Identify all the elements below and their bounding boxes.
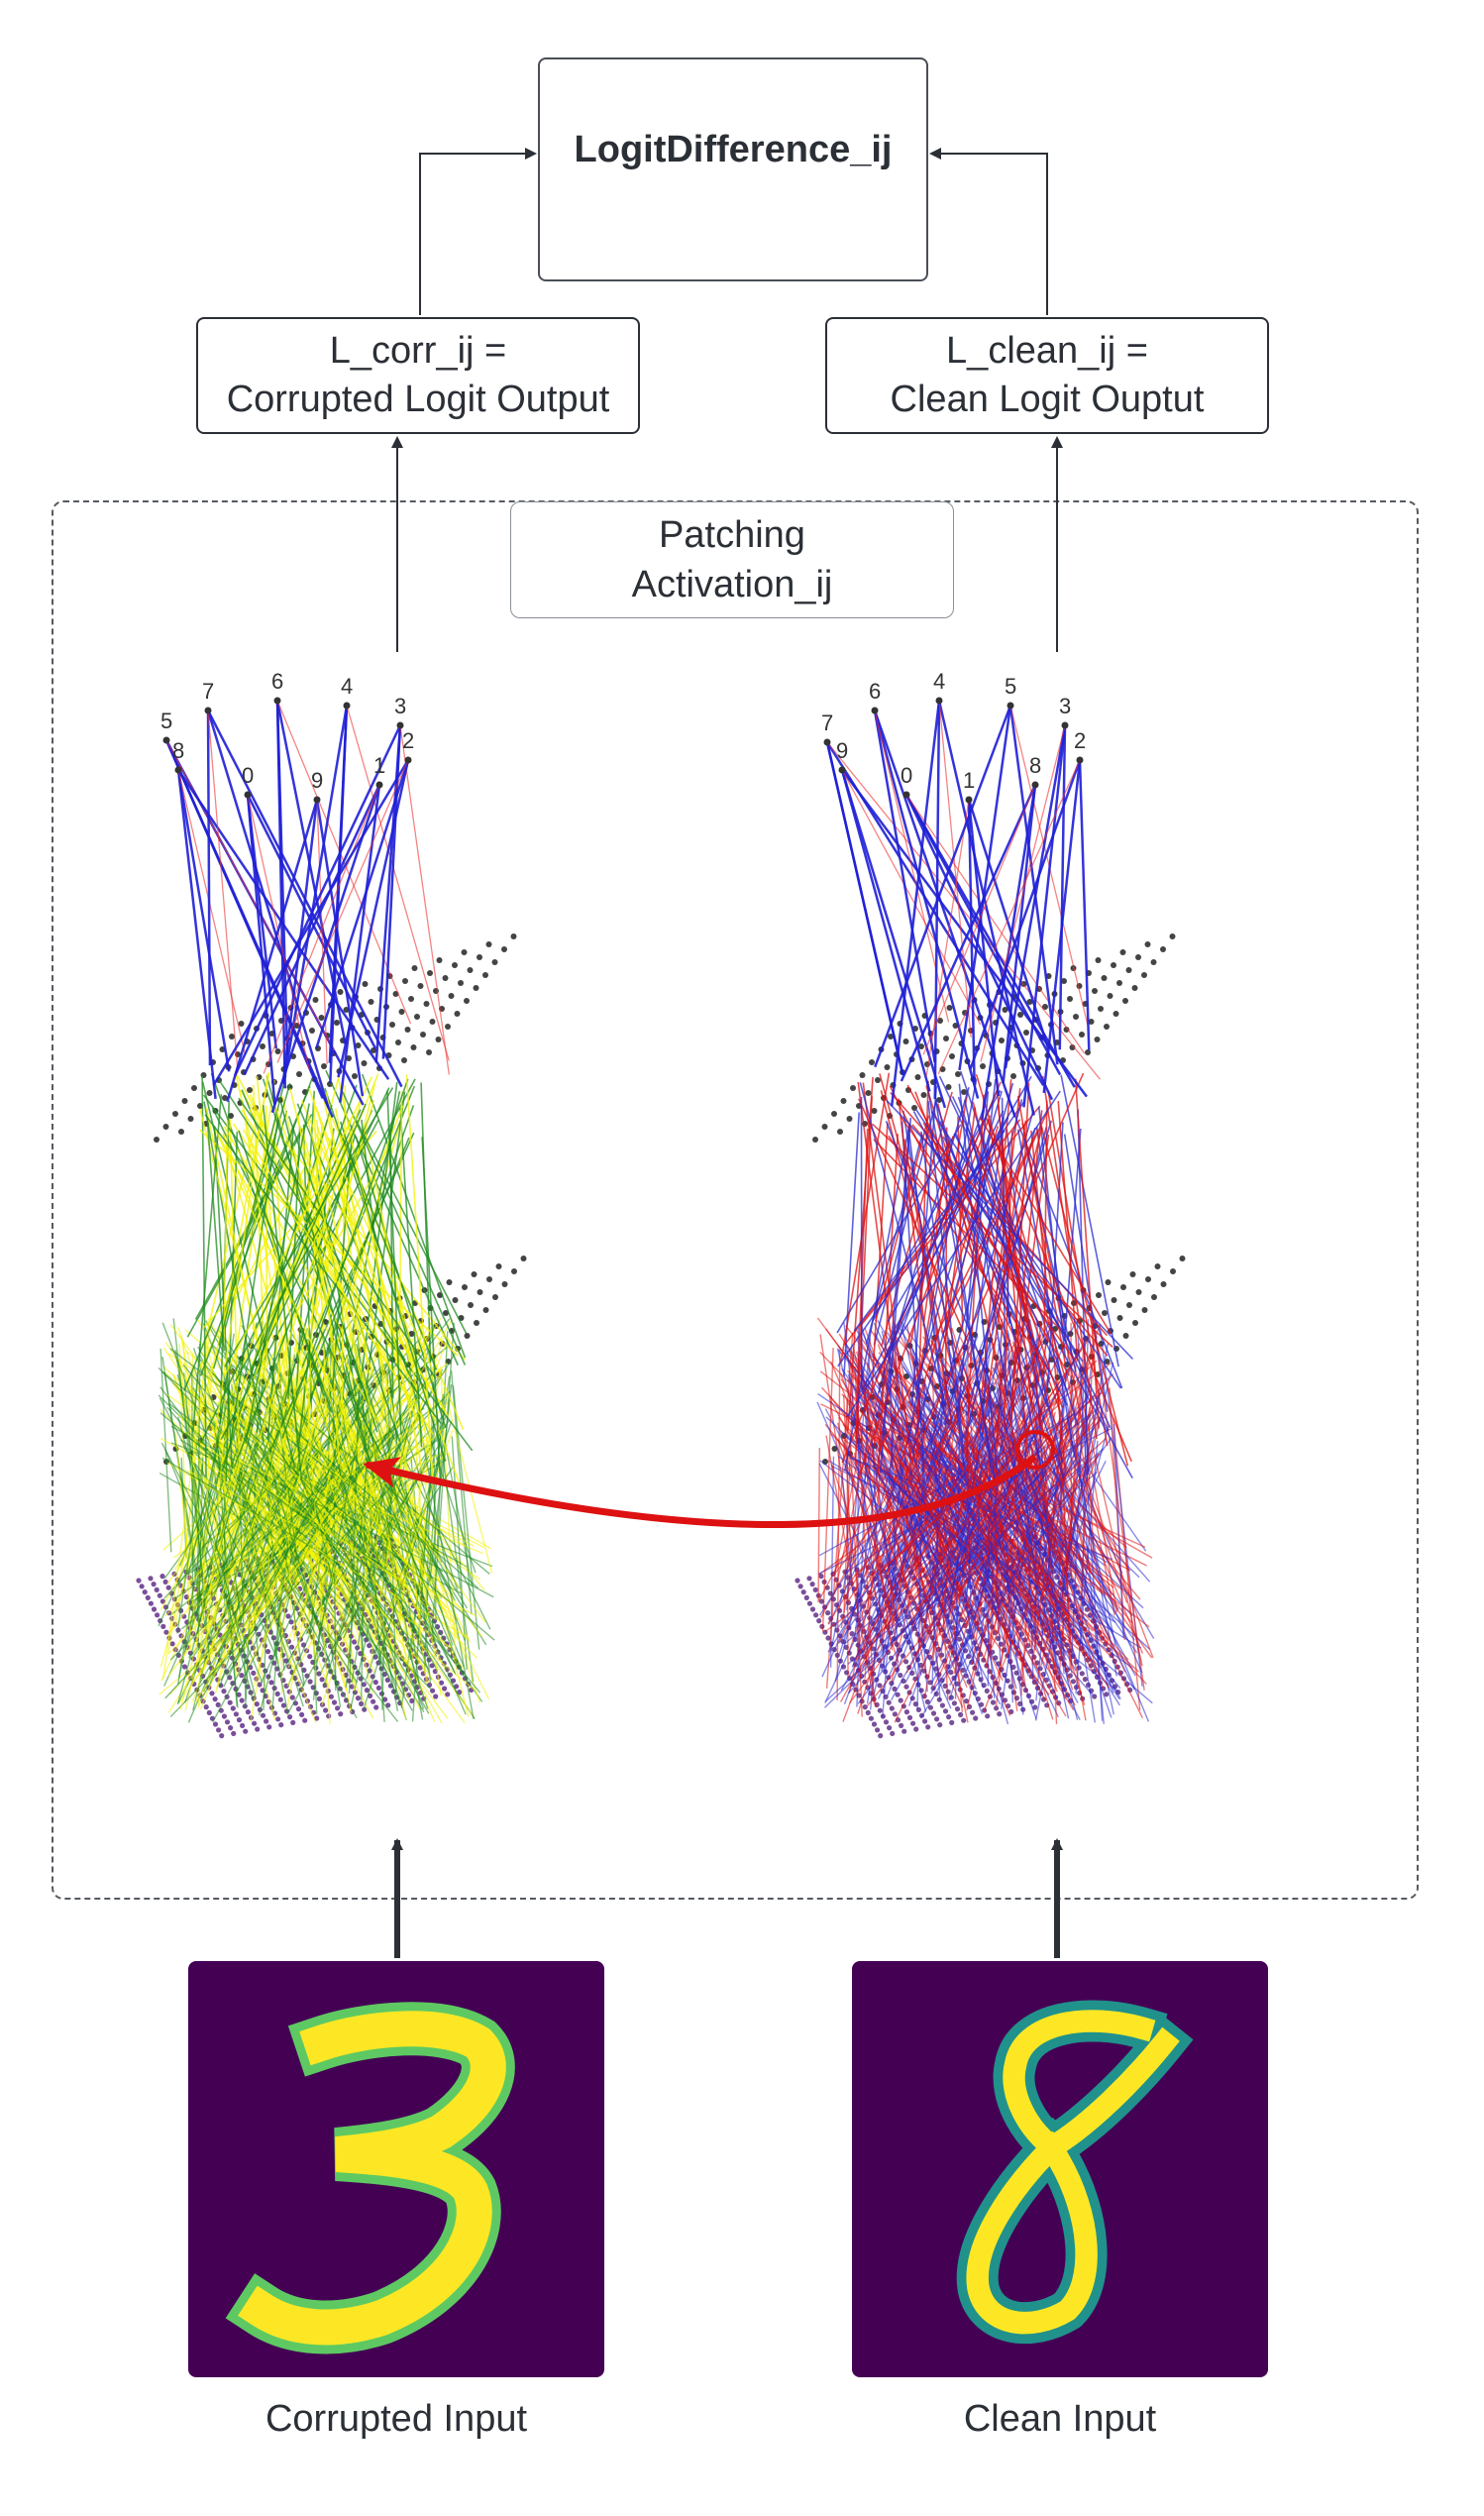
output-label-1: 1 [373, 753, 385, 778]
output-label-2: 2 [1074, 728, 1086, 753]
network-edges [158, 1069, 495, 1724]
output-label-7: 7 [821, 711, 833, 735]
corrupted-input-caption: Corrupted Input [265, 2398, 528, 2440]
output-label-8: 8 [1029, 753, 1041, 778]
output-label-3: 3 [394, 694, 406, 718]
output-edges [162, 697, 450, 1118]
output-label-4: 4 [933, 669, 945, 694]
clean-network: 79 6 0 4 1 5 8 32 [795, 669, 1186, 1739]
output-label-0: 0 [901, 763, 912, 788]
patched-neuron-marker [1015, 1430, 1055, 1470]
patch-activation-arrow [363, 1454, 1038, 1529]
corr-to-logit-arrow [419, 148, 537, 315]
clean-logit-box: L_clean_ij = Clean Logit Ouptut [825, 317, 1269, 434]
output-edges [823, 697, 1101, 1121]
output-labels: 79 6 0 4 1 5 8 32 [821, 669, 1086, 793]
output-label-5: 5 [1005, 674, 1016, 699]
patching-line1: Patching [659, 514, 805, 556]
clean-to-logit-arrow [929, 148, 1048, 315]
corrupted-logit-box: L_corr_ij = Corrupted Logit Output [196, 317, 640, 434]
output-label-9: 9 [311, 768, 323, 793]
corrupted-network: 58 7 6 0 9 4 3 12 [136, 669, 527, 1739]
output-label-6: 6 [869, 679, 881, 704]
corrupted-logit-line2: Corrupted Logit Output [226, 379, 610, 420]
logit-difference-box: LogitDifference_ij [538, 57, 928, 281]
logit-difference-title: LogitDifference_ij [574, 128, 893, 170]
output-label-3: 3 [1059, 694, 1071, 718]
clean-input-caption: Clean Input [963, 2398, 1157, 2440]
patching-line2: Activation_ij [631, 564, 833, 605]
output-label-4: 4 [341, 674, 353, 699]
output-label-6: 6 [271, 669, 283, 694]
corrupted-input-image [188, 1961, 604, 2377]
clean-input-image [852, 1961, 1268, 2377]
output-label-8: 8 [172, 738, 184, 763]
output-label-7: 7 [202, 679, 214, 704]
clean-logit-line2: Clean Logit Ouptut [890, 379, 1205, 420]
patching-label: Patching Activation_ij [510, 501, 954, 618]
output-labels: 58 7 6 0 9 4 3 12 [160, 669, 414, 793]
clean-logit-line1: L_clean_ij = [946, 330, 1148, 372]
output-label-5: 5 [160, 709, 172, 733]
output-label-0: 0 [242, 763, 254, 788]
output-label-2: 2 [402, 728, 414, 753]
output-label-9: 9 [836, 738, 848, 763]
corrupted-logit-line1: L_corr_ij = [329, 330, 507, 372]
output-label-1: 1 [963, 768, 975, 793]
network-edges [816, 1070, 1155, 1725]
